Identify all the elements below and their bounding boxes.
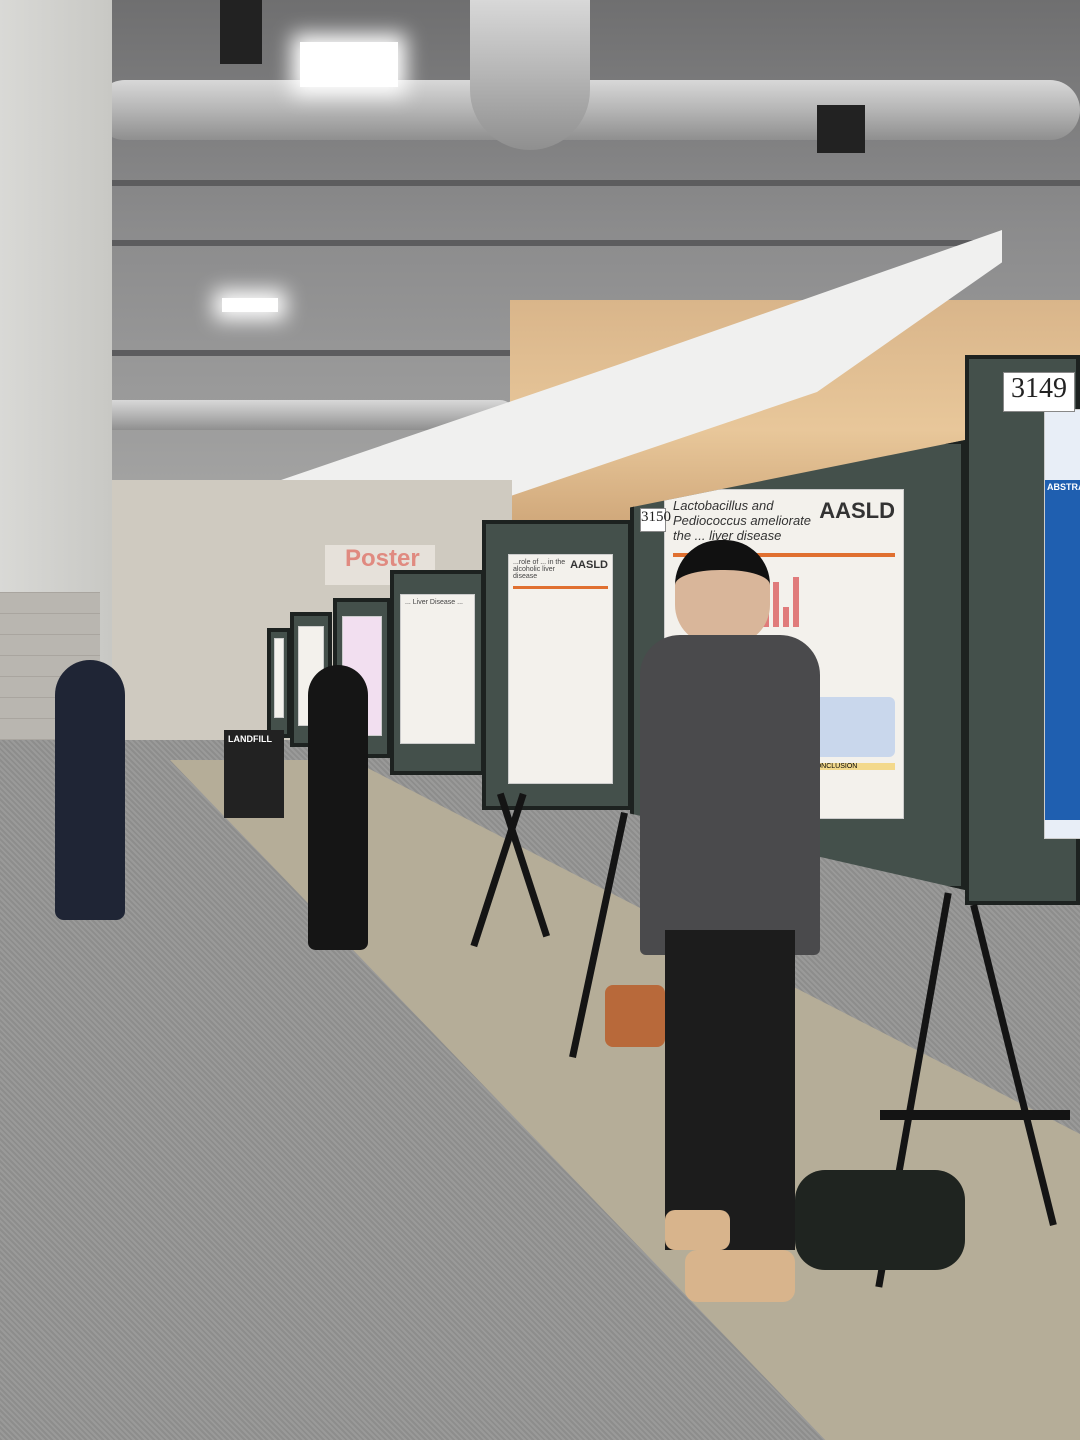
poster-board-far: ... Liver Disease ... <box>390 570 485 775</box>
trash-bin: LANDFILL <box>224 730 284 818</box>
shoe <box>665 1210 730 1250</box>
ceiling-light <box>222 298 278 312</box>
shoe <box>685 1250 795 1302</box>
aasld-logo: AASLD <box>819 498 895 523</box>
abstract-heading: ABSTRACT <box>1045 480 1080 820</box>
banner: Poster <box>325 545 435 585</box>
speaker <box>817 105 865 153</box>
speaker <box>220 0 262 64</box>
board-number-3149: 3149 <box>1003 372 1075 412</box>
poster-board-mid: ...role of ... in the alcoholic liver di… <box>482 520 632 810</box>
presenter-trousers <box>665 930 795 1250</box>
backpack <box>795 1170 965 1270</box>
person-visitor <box>55 660 125 920</box>
conclusion-heading: CONCLUSION <box>773 763 895 770</box>
presenter-jacket <box>640 635 820 955</box>
poster-board <box>267 628 291 738</box>
presenter-head <box>675 540 770 645</box>
easel-crossbar <box>880 1110 1070 1120</box>
air-duct-vertical <box>470 0 590 150</box>
ceiling-light <box>300 42 398 87</box>
truss <box>95 350 515 356</box>
poster-title: Lactobacillus and Pediococcus ameliorate… <box>673 498 812 543</box>
poster-board-3149: ABSTRACT <box>965 355 1080 905</box>
person-woman <box>308 665 368 950</box>
truss <box>95 240 995 246</box>
handbag <box>605 985 665 1047</box>
board-number-3150: 3150 <box>640 508 671 532</box>
truss <box>95 180 1080 186</box>
